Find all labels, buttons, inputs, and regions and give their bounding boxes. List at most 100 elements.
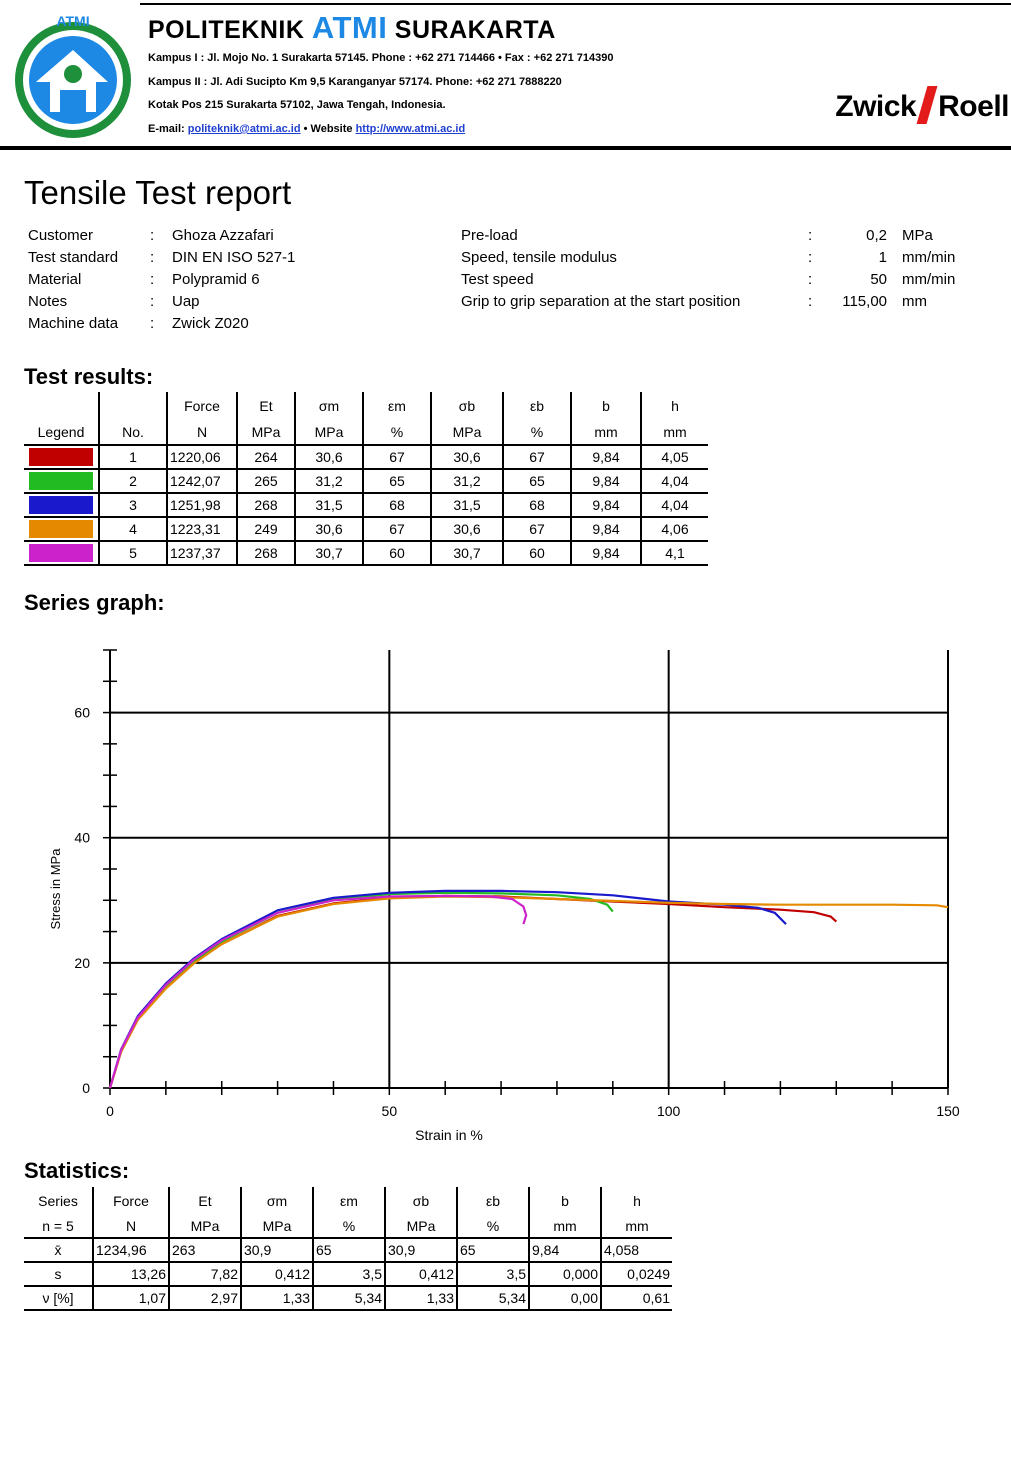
stats-unit-cell: mm (600, 1215, 672, 1239)
results-cell: 268 (236, 493, 295, 518)
stats-cell: 0,000 (528, 1262, 601, 1287)
stats-header-cell: εm (312, 1187, 385, 1215)
stats-header-cell: b (528, 1187, 601, 1215)
info-sep: : (150, 293, 155, 310)
results-cell: 265 (236, 469, 295, 494)
results-cell: 9,84 (570, 493, 641, 518)
results-cell: 65 (362, 469, 431, 494)
stats-cell: 3,5 (312, 1262, 385, 1287)
stats-cell: 0,0249 (600, 1262, 672, 1287)
y-tick-label: 0 (82, 1080, 90, 1096)
info-label: Notes (28, 293, 68, 310)
logo-arc-text: ATMI (56, 13, 89, 29)
info-unit: mm (902, 293, 927, 310)
email-label: E-mail: (148, 123, 185, 135)
results-cell: 60 (502, 541, 571, 566)
institute-suffix: SURAKARTA (394, 16, 556, 44)
info-value: 1 (878, 249, 887, 266)
results-cell: 30,7 (430, 541, 503, 566)
header-top-rule (140, 3, 1011, 5)
results-cell: 268 (236, 541, 295, 566)
stats-cell: 3,5 (456, 1262, 529, 1287)
legend-swatch (29, 520, 93, 539)
series-graph: 0 50 100 150 0 20 40 60 Strain in % Stress in MPa (48, 649, 960, 1143)
stats-cell: 30,9 (240, 1238, 313, 1263)
results-cell: 9,84 (570, 541, 641, 566)
legend-swatch (29, 544, 93, 563)
legend-swatch (29, 472, 93, 491)
stats-row: s 13,26 7,82 0,412 3,5 0,412 3,5 0,000 0,0249 (24, 1262, 672, 1287)
email-link[interactable]: politeknik@atmi.ac.id (187, 123, 301, 135)
results-cell: 67 (502, 517, 571, 542)
stats-cell: 65 (312, 1238, 385, 1263)
results-header-cell: σm (294, 392, 363, 420)
results-unit-cell: Legend (24, 420, 99, 446)
results-cell: 1223,31 (166, 517, 237, 542)
stats-unit-cell: % (456, 1215, 529, 1239)
results-header-cell: εb (502, 392, 571, 420)
stats-cell: 1,33 (240, 1286, 313, 1311)
y-axis-label: Stress in MPa (48, 848, 63, 930)
stats-header-cell: σm (240, 1187, 313, 1215)
info-unit: mm/min (902, 271, 956, 288)
info-value: DIN EN ISO 527-1 (172, 249, 296, 266)
brand-right: Roell (938, 90, 1009, 123)
results-unit-cell: MPa (236, 420, 295, 446)
results-cell: 9,84 (570, 445, 641, 470)
stats-cell: 13,26 (92, 1262, 169, 1287)
stats-header-cell: σb (384, 1187, 457, 1215)
info-unit: mm/min (902, 249, 956, 266)
stats-cell: 263 (168, 1238, 241, 1263)
info-label: Test speed (461, 271, 534, 288)
legend-cell (24, 445, 99, 470)
results-cell: 4 (98, 517, 167, 542)
legend-swatch (29, 496, 93, 515)
info-sep: : (808, 271, 813, 288)
info-sep: : (150, 249, 155, 266)
results-cell: 2 (98, 469, 167, 494)
results-cell: 4,06 (640, 517, 708, 542)
institute-name: POLITEKNIK ATMI SURAKARTA (148, 10, 556, 46)
results-cell: 31,2 (430, 469, 503, 494)
info-value: Uap (172, 293, 200, 310)
info-sep: : (808, 249, 813, 266)
results-header-cell: Et (236, 392, 295, 420)
results-cell: 30,6 (294, 517, 363, 542)
results-cell: 67 (502, 445, 571, 470)
results-header-cell (98, 392, 167, 420)
address-line-2: Kampus II : Jl. Adi Sucipto Km 9,5 Karan… (148, 76, 562, 88)
results-cell: 1 (98, 445, 167, 470)
results-heading: Test results: (24, 364, 154, 389)
website-link[interactable]: http://www.atmi.ac.id (355, 123, 466, 135)
zwick-roell-logo: Zwick Roell (835, 86, 1009, 124)
results-header-cell (24, 392, 99, 420)
results-header-top: Force Et σm εm σb εb b h (24, 392, 708, 420)
info-label: Speed, tensile modulus (461, 249, 617, 266)
stats-cell: 9,84 (528, 1238, 601, 1263)
x-tick-label: 150 (936, 1103, 960, 1119)
info-value: 0,2 (866, 227, 887, 244)
results-cell: 5 (98, 541, 167, 566)
results-cell: 30,6 (430, 517, 503, 542)
results-unit-cell: % (502, 420, 571, 446)
legend-cell (24, 469, 99, 494)
y-tick-label: 40 (74, 830, 90, 846)
stats-cell: 7,82 (168, 1262, 241, 1287)
graph-heading: Series graph: (24, 590, 165, 615)
results-cell: 4,04 (640, 493, 708, 518)
info-label: Grip to grip separation at the start pos… (461, 293, 741, 310)
stats-cell: 5,34 (312, 1286, 385, 1311)
stats-cell: ν [%] (24, 1286, 93, 1311)
stats-unit-cell: N (92, 1215, 169, 1239)
results-unit-cell: MPa (430, 420, 503, 446)
results-unit-cell: mm (570, 420, 641, 446)
stats-cell: 65 (456, 1238, 529, 1263)
stats-unit-cell: MPa (168, 1215, 241, 1239)
results-cell: 68 (362, 493, 431, 518)
stats-header-cell: Force (92, 1187, 169, 1215)
results-unit-cell: No. (98, 420, 167, 446)
brand-slash (916, 86, 938, 124)
stats-cell: x̄ (24, 1238, 93, 1263)
results-header-cell: h (640, 392, 708, 420)
results-cell: 264 (236, 445, 295, 470)
